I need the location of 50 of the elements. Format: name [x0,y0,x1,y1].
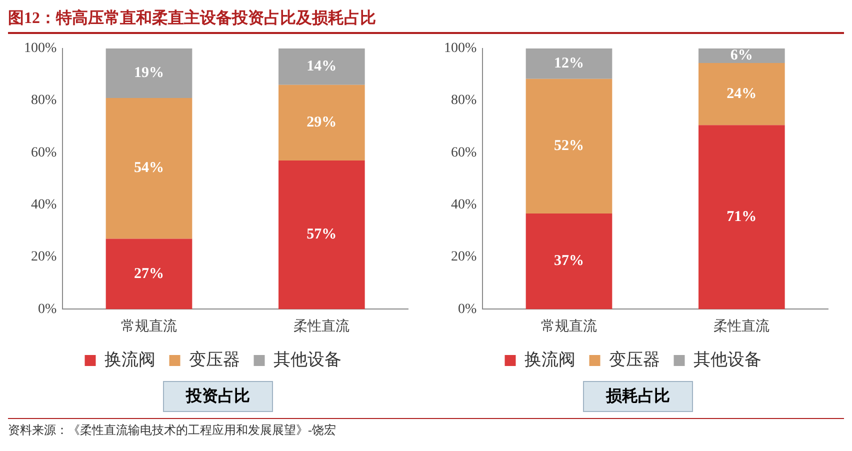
bar [698,125,785,310]
y-tick-label: 100% [24,41,57,56]
data-label: 52% [554,138,584,154]
data-label: 71% [726,209,757,226]
data-label: 54% [134,160,164,176]
bar [106,238,192,310]
x-tick-label: 柔性直流 [714,318,770,334]
y-tick-label: 80% [450,93,477,108]
y-tick-label: 60% [30,145,57,160]
y-tick-label: 80% [30,93,57,108]
y-tick-label: 20% [450,250,477,265]
bar [526,48,612,79]
text: 投资占比 [163,381,273,412]
y-tick-label: 0% [458,302,477,317]
y-tick-label: 40% [30,198,57,213]
y-tick-label: 100% [444,41,477,56]
x-tick-label: 常规直流 [540,318,597,334]
y-tick-label: 0% [38,302,57,317]
bar [106,48,192,98]
x-tick-label: 柔性直流 [294,318,350,334]
bar [526,78,612,214]
legend-label: 换流阀 [524,350,576,369]
chart-title: 图12：特高压常直和柔直主设备投资占比及损耗占比 [8,8,844,34]
bar [698,63,785,126]
data-label: 12% [554,56,584,72]
legend-label: 其他设备 [693,350,762,369]
bar [106,98,192,239]
y-tick-label: 40% [450,198,477,213]
data-label: 14% [306,58,337,75]
y-tick-label: 20% [30,250,57,265]
text: 损耗占比 [583,381,693,412]
legend-label: 其他设备 [273,350,342,369]
bar [526,213,612,310]
data-label: 37% [554,253,584,270]
bar [278,48,365,85]
legend-label: 换流阀 [104,350,156,369]
data-label: 29% [306,114,337,131]
legend-label: 变压器 [608,350,660,369]
x-tick-label: 常规直流 [120,318,177,334]
text: 资料来源：《柔性直流输电技术的工程应用和发展展望》-饶宏 [8,422,337,439]
legend-label: 变压器 [188,350,240,369]
data-label: 27% [134,266,164,282]
y-tick-label: 60% [450,145,477,160]
data-label: 6% [730,48,753,64]
data-label: 57% [306,226,337,243]
bar [278,160,365,310]
bar [278,84,365,161]
bar [698,48,785,64]
data-label: 19% [134,65,164,82]
data-label: 24% [726,86,757,102]
